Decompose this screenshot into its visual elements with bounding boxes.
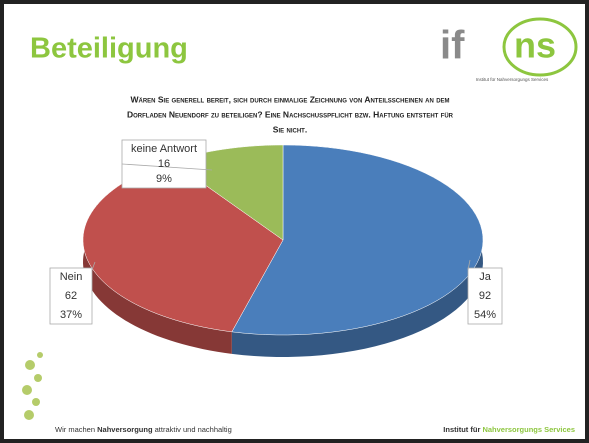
logo-text: if	[440, 24, 465, 68]
question-line: Wären Sie generell bereit, sich durch ei…	[130, 94, 449, 104]
category-label: Ja	[479, 271, 492, 283]
footer-left: Wir machen Nahversorgung attraktiv und n…	[55, 425, 232, 434]
question-line: Sie nicht.	[273, 124, 307, 134]
percent-label: 37%	[60, 309, 82, 321]
slide: Beteiligung if ns Institut für Nahversor…	[0, 0, 589, 443]
data-label: Nein 62 37%	[50, 262, 95, 324]
slide-title: Beteiligung	[30, 33, 188, 65]
category-label: Nein	[60, 271, 83, 283]
data-label: keine Antwort 16 9%	[122, 140, 212, 188]
data-label: Ja 92 54%	[468, 260, 502, 324]
footer-right: Institut für Nahversorgungs Services	[443, 425, 575, 434]
value-label: 16	[158, 158, 170, 170]
percent-label: 54%	[474, 309, 496, 321]
value-label: 62	[65, 290, 77, 302]
logo-caption: Institut für Nahversorgungs Services	[476, 77, 549, 82]
category-label: keine Antwort	[131, 143, 197, 155]
logo-text: ns	[514, 25, 556, 66]
percent-label: 9%	[156, 173, 172, 185]
question-line: Dorfladen Neuendorf zu beteiligen? Eine …	[127, 109, 454, 119]
value-label: 92	[479, 290, 491, 302]
